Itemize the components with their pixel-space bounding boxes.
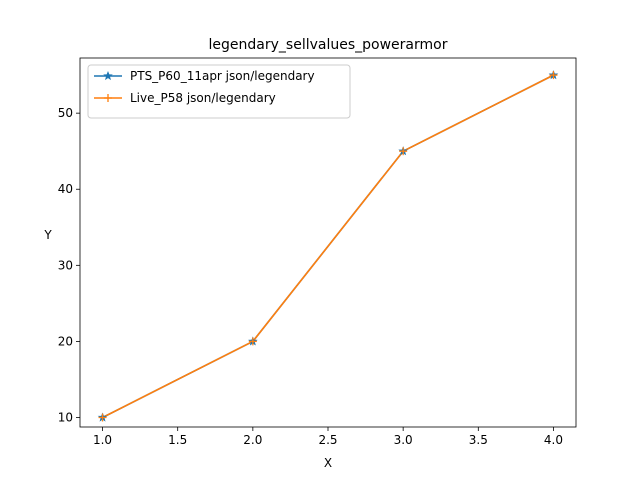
x-tick-label: 1.5 xyxy=(168,433,187,447)
legend-box xyxy=(87,64,351,119)
x-tick-label: 1.0 xyxy=(93,433,112,447)
series-2-point xyxy=(399,147,408,156)
y-axis-label: Y xyxy=(43,228,52,242)
x-axis-label: X xyxy=(324,456,332,470)
y-tick-label: 20 xyxy=(58,334,73,348)
x-axis-ticks: 1.0 1.5 2.0 2.5 3.0 3.5 4.0 xyxy=(93,427,563,447)
x-tick-label: 3.5 xyxy=(469,433,488,447)
x-tick-label: 4.0 xyxy=(544,433,563,447)
y-tick-label: 40 xyxy=(58,182,73,196)
legend-marker-1 xyxy=(103,70,113,81)
series-2-point xyxy=(98,413,107,422)
y-tick-label: 10 xyxy=(58,410,73,424)
y-axis-ticks: 10 20 30 40 50 xyxy=(58,106,80,424)
series-line-2 xyxy=(102,74,554,419)
legend-label-2: Live_P58 json/legendary xyxy=(130,91,276,105)
legend-marker-2 xyxy=(104,94,112,102)
x-tick-label: 3.0 xyxy=(394,433,413,447)
chart-title: legendary_sellvalues_powerarmor xyxy=(209,37,448,53)
x-tick-label: 2.0 xyxy=(243,433,262,447)
legend-label-1: PTS_P60_11apr json/legendary xyxy=(130,69,315,83)
y-tick-label: 30 xyxy=(58,258,73,272)
legend: PTS_P60_11apr json/legendary Live_P58 jso… xyxy=(87,64,351,119)
plot-area xyxy=(97,70,559,422)
series-2-point xyxy=(248,337,257,346)
x-tick-label: 2.5 xyxy=(318,433,337,447)
y-tick-label: 50 xyxy=(58,106,73,120)
series-2-point xyxy=(549,71,558,80)
